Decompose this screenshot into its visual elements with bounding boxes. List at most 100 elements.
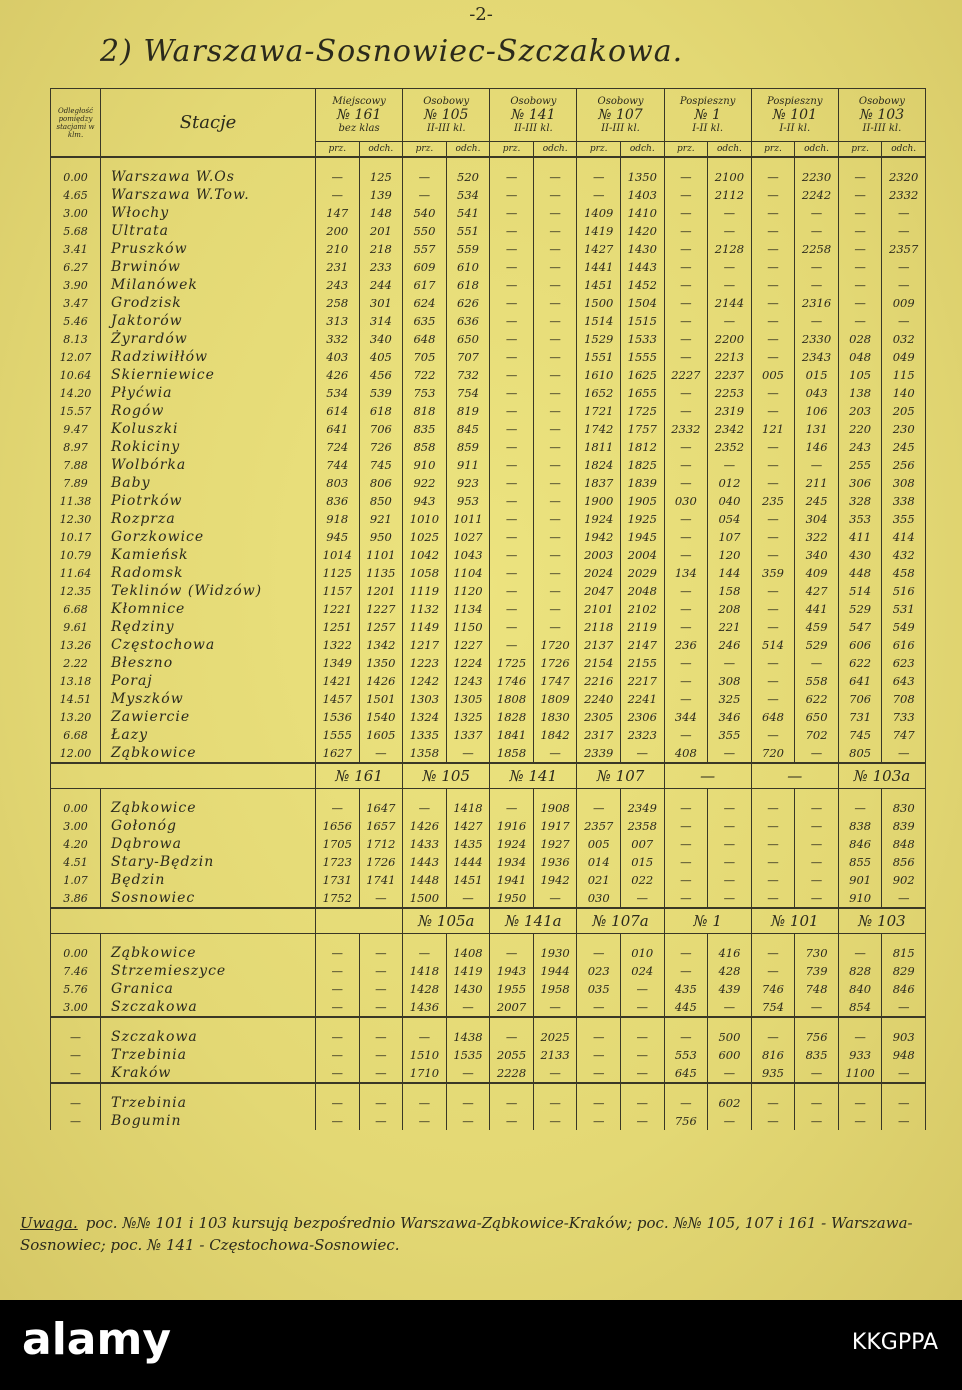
- distance: 7.88: [50, 456, 101, 474]
- time: 948: [881, 1046, 926, 1064]
- time: 1725: [489, 654, 534, 672]
- time: 1924: [576, 510, 621, 528]
- time: —: [315, 1016, 360, 1046]
- time: —: [750, 582, 796, 600]
- time: 618: [445, 276, 491, 294]
- time: —: [576, 1112, 621, 1130]
- time: —: [663, 933, 709, 962]
- station-row: 6.27 Brwinów 231 233 609 610— —1441 1443— — — — — —: [50, 258, 926, 276]
- time: 2332: [663, 420, 709, 438]
- time: 1916: [489, 817, 534, 835]
- time: —: [881, 222, 926, 240]
- time: 1010: [402, 510, 447, 528]
- time: 428: [707, 962, 752, 980]
- time: 1841: [489, 726, 534, 744]
- time: 314: [358, 312, 404, 330]
- time: 2330: [794, 330, 839, 348]
- time: 539: [358, 384, 404, 402]
- station: Milanówek: [100, 276, 316, 294]
- time: —: [750, 156, 796, 186]
- time: —: [445, 998, 491, 1017]
- station-row: 15.57 Rogów 614 618 818 819— —1721 1725—2319—10…: [50, 402, 926, 420]
- time: 557: [402, 240, 447, 258]
- time: 559: [445, 240, 491, 258]
- time: 531: [881, 600, 926, 618]
- note-label: Uwaga.: [20, 1214, 78, 1232]
- time: —: [402, 156, 447, 186]
- arrival-label: prz.: [402, 141, 447, 158]
- time: 708: [881, 690, 926, 708]
- arrival-label: prz.: [315, 141, 360, 158]
- time: 921: [358, 510, 404, 528]
- time: 2237: [707, 366, 752, 384]
- time: 1501: [358, 690, 404, 708]
- time: 859: [445, 438, 491, 456]
- time: —: [358, 1016, 404, 1046]
- time: 115: [881, 366, 926, 384]
- station-row: — Bogumin — — — — — — — —756— — — — —: [50, 1112, 926, 1130]
- time: 950: [358, 528, 404, 546]
- time: 2137: [576, 636, 621, 654]
- time: 945: [315, 528, 360, 546]
- section-train: № 107a: [576, 907, 665, 934]
- time: 048: [837, 348, 883, 366]
- time: —: [532, 600, 578, 618]
- time: 2007: [489, 998, 534, 1017]
- time: 2343: [794, 348, 839, 366]
- time: —: [489, 312, 534, 330]
- train-classes: II-III kl.: [513, 123, 553, 134]
- time: 520: [445, 156, 491, 186]
- time: 125: [358, 156, 404, 186]
- time: 2004: [619, 546, 665, 564]
- time: —: [532, 510, 578, 528]
- time: 255: [837, 456, 883, 474]
- time: 1510: [402, 1046, 447, 1064]
- time: —: [663, 204, 709, 222]
- time: 550: [402, 222, 447, 240]
- time: —: [707, 744, 752, 763]
- time: 201: [358, 222, 404, 240]
- time: —: [707, 889, 752, 908]
- time: 732: [445, 366, 491, 384]
- time: 553: [663, 1046, 709, 1064]
- time: 439: [707, 980, 752, 998]
- time: 1627: [315, 744, 360, 763]
- time: —: [837, 204, 883, 222]
- distance: 7.46: [50, 962, 101, 980]
- station: Sosnowiec: [100, 889, 316, 908]
- time: 1655: [619, 384, 665, 402]
- time: —: [532, 582, 578, 600]
- time: —: [532, 474, 578, 492]
- time: —: [402, 933, 447, 962]
- time: 246: [707, 636, 752, 654]
- train-category: Osobowy: [510, 96, 557, 107]
- station: Włochy: [100, 204, 316, 222]
- station-row: 8.13 Żyrardów 332 340 648 650— —1529 1533—2200—…: [50, 330, 926, 348]
- time: 2317: [576, 726, 621, 744]
- station: Granica: [100, 980, 316, 998]
- section-train: —: [663, 762, 752, 789]
- time: 023: [576, 962, 621, 980]
- arrival-label: prz.: [837, 141, 883, 158]
- time: —: [663, 835, 709, 853]
- time: —: [576, 1082, 621, 1112]
- time: —: [489, 564, 534, 582]
- time: 1705: [315, 835, 360, 853]
- time: —: [532, 420, 578, 438]
- distance: 5.76: [50, 980, 101, 998]
- time: 243: [837, 438, 883, 456]
- time: —: [881, 312, 926, 330]
- time: 304: [794, 510, 839, 528]
- time: —: [315, 1064, 360, 1083]
- train-classes: II-III kl.: [426, 123, 466, 134]
- time: 427: [794, 582, 839, 600]
- time: 1944: [532, 962, 578, 980]
- time: 641: [837, 672, 883, 690]
- time: 1610: [576, 366, 621, 384]
- distance: 3.47: [50, 294, 101, 312]
- time: —: [663, 312, 709, 330]
- station: Radomsk: [100, 564, 316, 582]
- time: —: [358, 744, 404, 763]
- time: —: [663, 726, 709, 744]
- time: 2200: [707, 330, 752, 348]
